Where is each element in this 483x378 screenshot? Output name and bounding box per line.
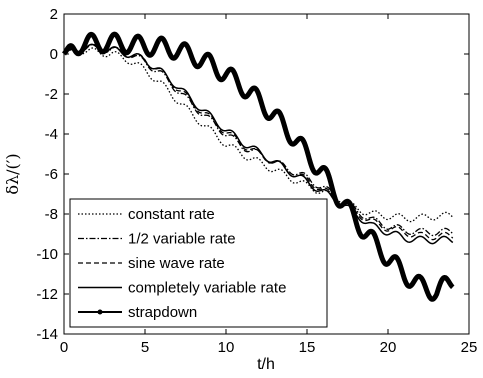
y-tick-label: 0 xyxy=(50,46,58,63)
x-tick-label: 5 xyxy=(141,339,149,356)
legend-label: sine wave rate xyxy=(128,255,225,272)
y-tick-label: -8 xyxy=(45,206,58,223)
x-tick-label: 10 xyxy=(218,339,235,356)
series-line-completely-variable-rate xyxy=(63,43,454,245)
legend-label: constant rate xyxy=(128,206,215,223)
x-tick-label: 15 xyxy=(299,339,316,356)
x-axis-label: t/h xyxy=(257,356,275,373)
legend-label: strapdown xyxy=(128,304,197,321)
x-tick-label: 20 xyxy=(380,339,397,356)
legend: constant rate 1/2 variable rate sine wave … xyxy=(69,198,328,328)
y-tick-label: 2 xyxy=(50,6,58,23)
series-line-strapdown xyxy=(62,31,455,302)
x-tick-label: 25 xyxy=(461,339,478,356)
legend-marker xyxy=(97,309,103,315)
y-tick-label: -14 xyxy=(36,326,58,343)
y-tick-label: -12 xyxy=(36,286,58,303)
y-tick-label: -6 xyxy=(45,166,58,183)
y-tick-label: -4 xyxy=(45,126,58,143)
x-tick-label: 0 xyxy=(60,339,68,356)
series-line-constant-rate xyxy=(63,47,454,223)
y-tick-label: -2 xyxy=(45,86,58,103)
legend-label: completely variable rate xyxy=(128,280,286,297)
legend-label: 1/2 variable rate xyxy=(128,231,236,248)
series-line-sine-wave-rate xyxy=(63,43,454,241)
series-layer xyxy=(62,31,455,302)
y-axis-label: δλ/(′) xyxy=(3,153,22,194)
y-tick-label: -10 xyxy=(36,246,58,263)
